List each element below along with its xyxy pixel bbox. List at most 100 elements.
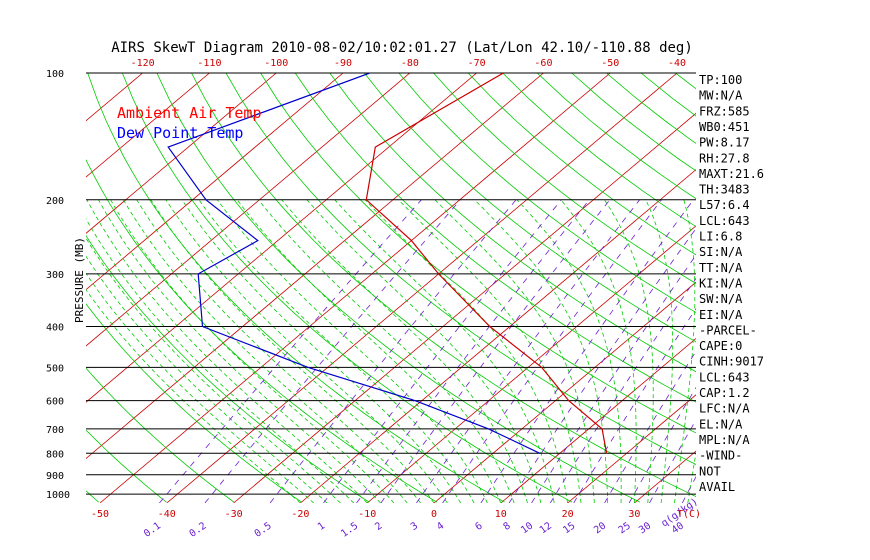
index-label: SI:N/A: [699, 245, 743, 259]
mixing-ratio-line: [508, 227, 696, 503]
dry-adiabat-line: [745, 73, 870, 502]
dry-adiabat-line: [86, 159, 438, 503]
pressure-tick-label: 1000: [46, 490, 70, 501]
mixing-ratio-line: [356, 199, 590, 503]
index-label: MAXT:21.6: [699, 167, 764, 181]
top-temp-tick-label: -110: [197, 58, 221, 69]
mixing-ratio-tick-label: 1: [316, 520, 327, 532]
moist-adiabat-line: [334, 199, 555, 503]
moist-adiabat-line: [398, 199, 582, 503]
moist-adiabat-line: [181, 199, 462, 503]
mixing-ratio-line: [159, 199, 422, 503]
mixing-ratio-tick-label: 25: [617, 520, 633, 536]
isotherm-line: [86, 73, 277, 234]
index-label: -PARCEL-: [699, 323, 757, 337]
bottom-temp-tick-label: -20: [291, 509, 309, 520]
index-label: L57:6.4: [699, 198, 750, 212]
moist-adiabat-line: [281, 199, 528, 503]
mixing-ratio-line: [604, 350, 696, 503]
moist-adiabat-line: [674, 199, 696, 503]
legend-ambient-air-temp: Ambient Air Temp: [117, 104, 262, 122]
mixing-ratio-tick-label: 30: [637, 520, 653, 536]
index-label: EL:N/A: [699, 417, 743, 431]
isotherm-line: [634, 450, 696, 503]
mixing-ratio-tick-label: 6: [473, 520, 484, 532]
index-label: LCL:643: [699, 370, 750, 384]
top-temp-tick-label: -100: [264, 58, 288, 69]
moist-adiabat-line: [236, 199, 502, 503]
isotherm-line: [166, 73, 678, 503]
isotherm-line: [300, 169, 696, 503]
top-temp-tick-label: -50: [601, 58, 619, 69]
index-label: CINH:9017: [699, 355, 764, 369]
pressure-tick-label: 400: [46, 323, 64, 334]
isotherm-line: [0, 73, 76, 503]
dry-adiabat-line: [121, 73, 573, 503]
mixing-ratio-tick-label: 2: [373, 520, 384, 532]
moist-adiabat-line: [86, 218, 355, 503]
mixing-ratio-tick-label: 12: [538, 520, 554, 536]
pressure-tick-label: 200: [46, 196, 64, 207]
bottom-temp-tick-label: -10: [358, 509, 376, 520]
pressure-tick-label: 300: [46, 270, 64, 281]
moist-adiabat-line: [216, 199, 488, 503]
index-label: CAPE:0: [699, 339, 742, 353]
index-label: PW:8.17: [699, 136, 750, 150]
isotherm-line: [366, 225, 696, 503]
mixing-ratio-tick-label: 3: [409, 520, 420, 532]
isotherm-line: [86, 73, 344, 291]
dry-adiabat-line: [294, 73, 696, 403]
index-label: TP:100: [699, 73, 742, 87]
moist-adiabat-line: [86, 199, 368, 503]
dry-adiabat-line: [779, 73, 870, 502]
mixing-ratio-tick-label: 0.5: [253, 520, 274, 539]
mixing-ratio-line: [269, 199, 517, 503]
dry-adiabat-line: [467, 73, 696, 256]
top-temp-tick-label: -80: [401, 58, 419, 69]
bottom-temp-tick-label: -40: [158, 509, 176, 520]
index-label: LFC:N/A: [699, 402, 750, 416]
index-label: FRZ:585: [699, 104, 750, 118]
dry-adiabat-line: [156, 73, 640, 503]
mixing-ratio-line: [628, 386, 696, 503]
mixing-ratio-line: [204, 199, 461, 503]
dry-adiabat-line: [86, 367, 235, 503]
dry-adiabat-line: [433, 73, 696, 284]
y-axis-label: PRESSURE (MB): [73, 237, 86, 323]
mixing-ratio-line: [480, 199, 694, 503]
mixing-ratio-tick-label: 0.2: [188, 520, 209, 539]
dry-adiabat-line: [398, 73, 696, 313]
legend-dew-point-temp: Dew Point Temp: [117, 124, 243, 142]
moist-adiabat-line: [86, 237, 341, 503]
index-label: TT:N/A: [699, 261, 743, 275]
mixing-ratio-tick-label: 10: [519, 520, 535, 536]
moist-adiabat-line: [258, 199, 515, 503]
index-label: EI:N/A: [699, 308, 743, 322]
isotherm-line: [86, 73, 477, 403]
index-label: SW:N/A: [699, 292, 743, 306]
index-label: RH:27.8: [699, 151, 750, 165]
mixing-ratio-tick-label: 8: [502, 520, 513, 532]
index-label: KI:N/A: [699, 277, 743, 291]
isotherm-line: [768, 73, 870, 503]
moist-adiabat-line: [110, 199, 395, 503]
ambient-air-temp-profile: [365, 73, 608, 454]
pressure-tick-label: 700: [46, 425, 64, 436]
mixing-ratio-tick-label: 15: [561, 520, 577, 536]
dry-adiabat-line: [640, 73, 696, 117]
moist-adiabat-line: [604, 199, 654, 503]
x-axis-label: T(C): [677, 509, 701, 520]
isotherm-line: [99, 73, 611, 503]
index-label: WB0:451: [699, 120, 750, 134]
index-label: AVAIL: [699, 480, 735, 494]
index-label: CAP:1.2: [699, 386, 750, 400]
chart-title: AIRS SkewT Diagram 2010-08-02/10:02:01.2…: [111, 40, 693, 56]
mixing-ratio-line: [323, 199, 562, 503]
moist-adiabat-line: [645, 199, 674, 503]
isotherm-line: [0, 73, 9, 503]
index-label: MW:N/A: [699, 89, 743, 103]
mixing-ratio-line: [573, 307, 696, 503]
index-label: -WIND-: [699, 449, 742, 463]
